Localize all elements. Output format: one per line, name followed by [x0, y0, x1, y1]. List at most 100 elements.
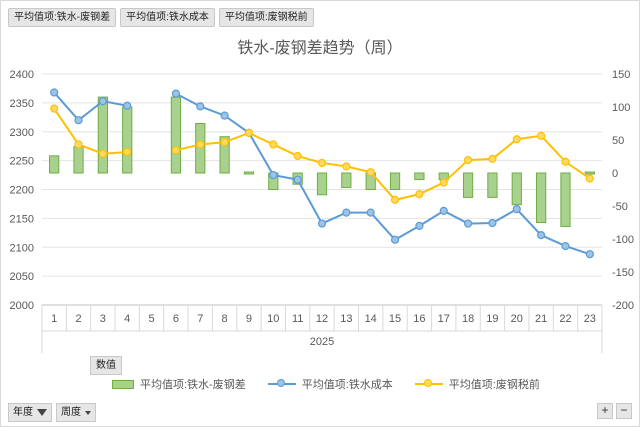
iron-cost-point: [585, 250, 594, 259]
filter-week-label: 周度: [61, 407, 81, 418]
scrap-price-point: [463, 155, 473, 165]
y-right-tick-label: -150: [612, 267, 634, 279]
filter-year-label: 年度: [13, 407, 33, 418]
dropdown-icon[interactable]: [85, 410, 91, 415]
iron-cost-point: [390, 235, 400, 244]
iron-cost-point: [220, 111, 229, 120]
legend-label-gap: 平均值项:铁水-废钢差: [140, 379, 246, 391]
x-tick-label: 2: [75, 313, 81, 325]
x-tick-label: 1: [51, 313, 57, 325]
bar-gap: [122, 106, 133, 174]
bar-gap: [316, 172, 328, 196]
x-tick-label: 22: [559, 313, 571, 325]
x-tick-label: 3: [100, 313, 106, 325]
legend-item-gap: 平均值项:铁水-废钢差: [112, 376, 246, 392]
legend-item-scrap: 平均值项:废钢税前: [414, 376, 540, 392]
iron-cost-point: [317, 219, 327, 228]
pivot-field-button-gap[interactable]: 平均值项:铁水-废钢差: [8, 8, 117, 27]
y-right-tick-label: -50: [612, 201, 628, 213]
bar-gap: [389, 172, 401, 190]
iron-cost-point: [561, 241, 570, 251]
y-right-tick-label: -200: [612, 300, 634, 312]
legend-item-iron-cost: 平均值项:铁水成本: [267, 376, 393, 392]
collapse-button[interactable]: −: [616, 403, 632, 419]
x-group-label: 2025: [310, 336, 334, 348]
scrap-price-point: [74, 140, 83, 149]
bar-gap: [462, 172, 474, 198]
y-left-tick-label: 2350: [10, 98, 34, 110]
iron-cost-point: [342, 208, 351, 217]
iron-cost-line: [175, 92, 591, 256]
y-right-tick-label: -100: [612, 234, 634, 246]
values-field-button[interactable]: 数值: [90, 356, 122, 375]
x-tick-label: 10: [267, 313, 279, 325]
x-tick-label: 19: [486, 313, 498, 325]
scrap-price-point: [561, 157, 570, 166]
scrap-price-point: [439, 178, 448, 187]
filter-icon[interactable]: [37, 409, 47, 416]
x-tick-label: 13: [340, 313, 352, 325]
iron-cost-point: [293, 175, 302, 184]
chart-legend: 平均值项:铁水-废钢差 平均值项:铁水成本 平均值项:废钢税前: [112, 376, 540, 392]
expand-button[interactable]: +: [597, 403, 613, 419]
bar-gap: [584, 171, 595, 175]
y-right-tick-label: 150: [612, 69, 630, 81]
pivot-field-button-scrap[interactable]: 平均值项:废钢税前: [218, 8, 314, 27]
y-left-tick-label: 2250: [10, 156, 34, 168]
scrap-price-point: [537, 131, 546, 140]
y-left-tick-label: 2300: [10, 127, 34, 139]
chart-title: 铁水-废钢差趋势（周）: [237, 40, 403, 57]
iron-cost-point: [50, 88, 59, 97]
bar-gap: [341, 172, 352, 189]
x-tick-label: 11: [292, 313, 303, 325]
pivot-field-button-iron-cost[interactable]: 平均值项:铁水成本: [120, 8, 215, 27]
y-left-tick-label: 2050: [10, 271, 34, 283]
scrap-price-point: [50, 104, 59, 113]
legend-label-iron-cost: 平均值项:铁水成本: [301, 379, 393, 391]
x-tick-label: 17: [438, 313, 450, 325]
bar-gap: [170, 96, 182, 174]
scrap-price-point: [220, 138, 229, 147]
x-tick-label: 6: [173, 313, 179, 325]
iron-cost-point: [488, 218, 497, 228]
x-tick-label: 14: [365, 313, 377, 325]
iron-cost-point: [366, 208, 375, 217]
scrap-price-point: [512, 135, 521, 144]
scrap-price-point: [293, 151, 302, 161]
y-right-tick-label: 100: [612, 102, 630, 114]
filter-week[interactable]: 周度: [56, 403, 96, 422]
bar-gap: [219, 136, 230, 174]
filter-year[interactable]: 年度: [8, 403, 52, 422]
bar-gap: [487, 172, 498, 198]
iron-cost-point: [463, 219, 473, 228]
bar-gap: [243, 171, 255, 175]
bar-gap: [73, 146, 84, 174]
bar-gap: [536, 172, 547, 223]
x-tick-label: 16: [413, 313, 425, 325]
scrap-price-point: [366, 168, 375, 177]
iron-cost-point: [74, 116, 83, 125]
scrap-price-point: [269, 140, 278, 149]
iron-cost-line: [53, 91, 128, 122]
y-left-tick-label: 2000: [10, 300, 34, 312]
scrap-price-point: [244, 128, 254, 138]
iron-cost-point: [512, 205, 521, 214]
scrap-price-line: [53, 108, 128, 155]
scrap-price-point: [98, 149, 107, 158]
x-tick-label: 9: [246, 313, 252, 325]
x-tick-label: 7: [197, 313, 203, 325]
iron-cost-point: [196, 102, 205, 111]
bar-gap: [414, 172, 425, 181]
scrap-price-point: [415, 190, 424, 199]
axis-field-buttons: 年度 周度: [8, 403, 96, 422]
x-tick-label: 5: [149, 313, 155, 325]
x-tick-label: 8: [222, 313, 228, 325]
x-tick-label: 4: [124, 313, 130, 325]
iron-cost-point: [537, 231, 546, 240]
iron-cost-point: [439, 206, 448, 215]
legend-label-scrap: 平均值项:废钢税前: [448, 379, 540, 391]
scrap-price-point: [317, 158, 327, 168]
iron-cost-point: [171, 89, 181, 98]
iron-cost-point: [123, 101, 132, 110]
y-left-tick-label: 2400: [10, 69, 34, 81]
